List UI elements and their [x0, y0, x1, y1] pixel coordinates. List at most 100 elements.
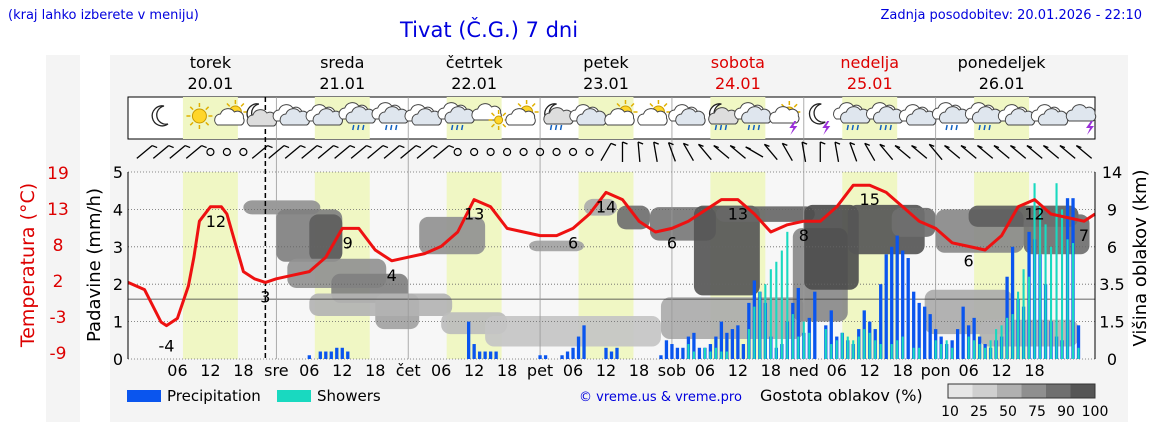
- wind-barb-feather: [713, 144, 719, 149]
- x-tick-label: 06: [299, 361, 319, 380]
- precip-bar: [741, 344, 746, 359]
- cloud-density-area: [485, 315, 661, 347]
- wind-calm-symbol: [453, 147, 462, 157]
- precip-tick-label: 2: [113, 275, 123, 294]
- wind-barb-feather: [960, 144, 967, 149]
- precip-bar: [340, 347, 344, 359]
- wind-barb-shaft: [1059, 145, 1076, 159]
- wind-barb: [350, 144, 372, 159]
- wind-barb-shaft: [1075, 145, 1093, 159]
- wind-barb: [637, 141, 644, 163]
- rain-drop: [554, 124, 558, 131]
- temp-axis-title: Temperatura (°C): [17, 183, 39, 348]
- density-swatch: [1070, 384, 1095, 398]
- density-step-label: 25: [970, 404, 988, 420]
- density-step-label: 50: [999, 404, 1017, 420]
- wind-barb-shaft: [834, 142, 840, 162]
- wind-barb-shaft: [894, 145, 911, 159]
- cloud-rain-icon: [931, 102, 970, 131]
- sun-ray: [205, 121, 210, 126]
- cloud-shape: [505, 108, 536, 126]
- density-legend-frame: [947, 383, 1096, 399]
- cloud-density-area: [309, 293, 453, 316]
- wind-barb-feather: [683, 142, 689, 146]
- wind-calm-symbol: [486, 147, 495, 157]
- precip-bar: [884, 254, 888, 359]
- sun-ray: [616, 102, 621, 107]
- rain-drop: [846, 124, 849, 131]
- precip-bar: [335, 347, 339, 359]
- shower-bar: [984, 347, 987, 359]
- wind-barb-shaft: [713, 145, 730, 159]
- shower-bar: [940, 344, 943, 359]
- day-date: 22.01: [451, 74, 497, 93]
- wind-barb: [600, 142, 617, 161]
- x-tick-label: 18: [1024, 361, 1044, 380]
- x-tick-label: 12: [596, 361, 616, 380]
- wind-barb: [834, 141, 841, 162]
- shower-bar: [1055, 183, 1058, 359]
- rain-drop: [851, 124, 854, 131]
- precip-bar: [329, 351, 333, 359]
- temp-label: 6: [667, 233, 677, 252]
- wind-barb: [667, 141, 676, 162]
- sun-ray: [205, 106, 210, 111]
- x-tick-label: sre: [264, 361, 288, 380]
- wind-barb-shaft: [268, 145, 285, 159]
- wind-barb: [729, 144, 746, 159]
- wind-barb-feather: [1076, 144, 1082, 149]
- wind-barb-shaft: [1010, 145, 1027, 159]
- x-tick-label: 12: [332, 361, 352, 380]
- temp-label: 13: [728, 205, 748, 224]
- shower-bar: [874, 340, 877, 359]
- wind-barb-feather: [267, 144, 273, 149]
- wind-barb-feather: [729, 144, 736, 149]
- cloud-icon: [272, 104, 311, 126]
- page-title: Tivat (Č.G.) 7 dni: [400, 18, 579, 42]
- precip-bar: [571, 347, 575, 359]
- rain-drop: [450, 124, 454, 131]
- wind-barb: [697, 143, 712, 161]
- wind-barb-shaft: [781, 143, 793, 161]
- wind-barb-feather: [834, 141, 841, 145]
- cloud-icon: [898, 104, 937, 126]
- rain-drop: [719, 124, 723, 131]
- region-hint[interactable]: (kraj lahko izberete v meniju): [8, 8, 199, 23]
- wind-barb: [301, 144, 323, 159]
- temp-axis-panel: [46, 55, 80, 422]
- wind-barb-feather: [745, 146, 751, 150]
- day-date: 21.01: [319, 74, 365, 93]
- wind-barb-shaft: [185, 145, 203, 159]
- sun-ray: [793, 103, 798, 108]
- cloud-rain-icon: [964, 102, 1003, 131]
- cloud-shape: [214, 108, 245, 126]
- wind-barb-shaft: [849, 142, 858, 162]
- legend-showers-swatch: [277, 390, 311, 402]
- x-tick-label: sob: [658, 361, 686, 380]
- shower-bar: [868, 332, 871, 359]
- wind-barb: [169, 144, 191, 159]
- temp-tick-label: 8: [53, 236, 64, 256]
- wind-barb: [993, 144, 1010, 159]
- cloud-density-area: [309, 214, 343, 262]
- precip-bar: [681, 347, 685, 359]
- wind-barb-shaft: [801, 142, 807, 162]
- wind-barb-feather: [782, 142, 788, 146]
- x-tick-label: 18: [761, 361, 781, 380]
- wind-barb-feather: [151, 144, 158, 149]
- temp-label: 3: [260, 287, 270, 306]
- cloud-icon: [668, 104, 706, 126]
- day-name: nedelja: [840, 53, 899, 72]
- precip-bar: [488, 351, 493, 359]
- wind-barb: [928, 143, 943, 161]
- sun-icon: [186, 103, 213, 129]
- precip-bar: [609, 351, 614, 359]
- shower-bar: [802, 321, 805, 359]
- rain-drop: [988, 124, 991, 131]
- wind-barb: [136, 144, 158, 159]
- precip-bar: [906, 258, 910, 359]
- precip-bar: [670, 344, 674, 359]
- precip-bar: [543, 355, 548, 359]
- wind-barb: [1075, 144, 1093, 159]
- wind-barb-feather: [415, 144, 422, 149]
